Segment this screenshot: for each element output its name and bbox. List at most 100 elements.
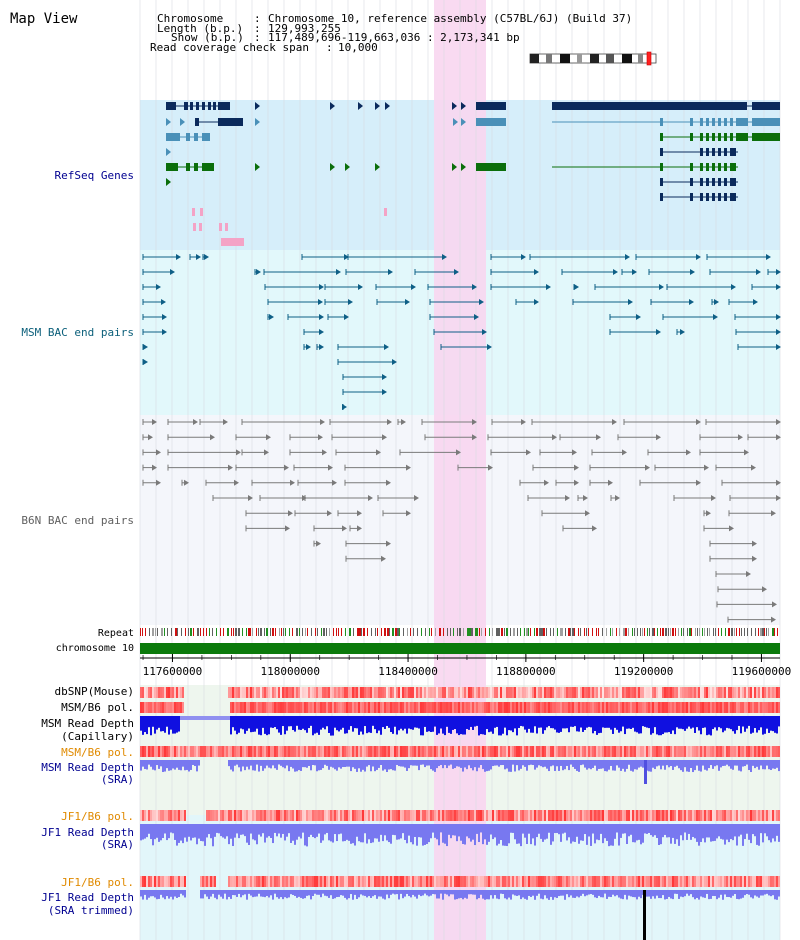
show-label: Show (b.p.) <box>171 31 244 44</box>
msm-bac-label: MSM BAC end pairs <box>21 326 134 339</box>
gene-arrow <box>255 163 260 171</box>
msm-bac-pair <box>142 254 181 260</box>
msm-bac-pair <box>142 284 161 290</box>
b6n-bac-pair <box>382 510 411 517</box>
msm-bac-pair <box>490 284 551 290</box>
msm-bac-pair <box>490 254 526 260</box>
msm-bac-pair <box>666 284 736 290</box>
msm-bac-pair <box>327 314 349 320</box>
gene-model <box>476 163 506 171</box>
b6n-bac-pair <box>699 449 749 456</box>
msm-bac-pair <box>375 284 416 290</box>
msm-bac-pair <box>709 269 761 275</box>
b6n-bac-pair <box>142 464 157 471</box>
b6n-bac-pair <box>344 464 411 471</box>
msm-bac-pair <box>342 404 347 410</box>
msm-bac-pair <box>142 359 148 365</box>
b6n-bac-pair <box>728 510 776 517</box>
b6n-bac-pair <box>703 525 734 532</box>
msm-bac-pair <box>267 299 323 305</box>
gene-model <box>166 163 214 171</box>
msm-bac-pair <box>142 344 148 350</box>
jf1-depth-trimmed-sub: (SRA trimmed) <box>48 904 134 917</box>
gene-arrow <box>166 178 171 186</box>
b6n-bac-pair <box>562 525 597 532</box>
msm-bac-pair <box>429 299 484 305</box>
chromosome-track-label: chromosome 10 <box>56 643 134 654</box>
axis-tick-labels: 117600000 118000000 118400000 118800000 1192… <box>143 665 792 678</box>
pink-feature <box>219 223 222 231</box>
msm-bac-pair <box>711 299 719 305</box>
msm-pol-label-2: MSM/B6 pol. <box>61 746 134 759</box>
b6n-bac-pair <box>235 464 289 471</box>
msm-bac-pair <box>142 299 166 305</box>
msm-bac-pair <box>345 269 393 275</box>
axis-tick-label: 117600000 <box>143 665 203 678</box>
axis-tick-label: 119200000 <box>614 665 674 678</box>
gene-model <box>552 118 780 126</box>
msm-bac-pair <box>751 284 781 290</box>
b6n-bac-pair <box>345 540 391 547</box>
refseq-genes-track[interactable] <box>166 102 780 246</box>
b6n-bac-pair <box>181 479 189 486</box>
b6n-bac-pair <box>747 434 781 441</box>
chromosome-ideogram[interactable] <box>529 51 657 66</box>
b6n-bac-pair <box>490 449 531 456</box>
show-value: 117,489,696-119,663,036 : 2,173,341 bp <box>268 31 520 44</box>
b6n-bac-pair <box>331 434 387 441</box>
msm-bac-pair <box>529 254 630 260</box>
b6n-bac-pair <box>539 449 577 456</box>
msm-bac-pair <box>301 254 349 260</box>
msm-bac-pair <box>735 329 781 335</box>
b6n-bac-pair <box>717 586 767 593</box>
pink-feature <box>200 208 203 216</box>
b6n-bac-pair <box>344 479 391 486</box>
b6n-bac-pair <box>721 479 781 486</box>
b6n-bac-pair <box>235 434 271 441</box>
b6n-bac-pair <box>519 479 549 486</box>
b6n-bac-pair <box>491 419 526 425</box>
jf1-depth-trimmed-label: JF1 Read Depth <box>41 891 134 904</box>
b6n-bac-pair <box>532 464 579 471</box>
b6n-bac-pair <box>245 525 290 532</box>
gene-arrow <box>375 102 380 110</box>
page-title: Map View <box>10 11 78 27</box>
b6n-bac-pair <box>709 555 757 562</box>
axis-tick-label: 119600000 <box>732 665 792 678</box>
b6n-bac-pair <box>241 419 325 425</box>
b6n-bac-pair <box>527 495 570 501</box>
axis-tick-label: 118800000 <box>496 665 556 678</box>
msm-depth-sra-sub: (SRA) <box>101 773 134 786</box>
msm-bac-pair <box>737 344 781 350</box>
msm-bac-pair <box>342 374 387 380</box>
gene-arrow <box>166 118 171 126</box>
b6n-bac-pair <box>729 495 781 501</box>
b6n-bac-pair <box>377 495 419 501</box>
msm-bac-pair <box>303 329 324 335</box>
b6n-bac-track[interactable] <box>142 419 781 623</box>
b6n-bac-pair <box>589 479 613 486</box>
msm-bac-track[interactable] <box>142 254 781 410</box>
msm-bac-pair <box>264 284 324 290</box>
b6n-bac-pair <box>647 449 691 456</box>
msm-bac-pair <box>189 254 201 260</box>
b6n-bac-pair <box>294 510 332 517</box>
b6n-bac-pair <box>167 419 198 425</box>
b6n-bac-pair <box>703 510 711 517</box>
b6n-bac-pair <box>337 510 362 517</box>
sep: : <box>254 31 261 44</box>
gene-arrow <box>452 163 457 171</box>
length-value: 129,993,255 <box>268 22 341 35</box>
msm-bac-pair <box>515 299 539 305</box>
msm-bac-pair <box>337 344 389 350</box>
gene-arrow <box>166 148 171 156</box>
sep: : <box>326 41 333 54</box>
msm-bac-pair <box>347 254 447 260</box>
gene-model <box>552 102 780 110</box>
gene-model <box>166 133 210 141</box>
gene-arrow <box>345 163 350 171</box>
gene-arrow <box>452 102 457 110</box>
b6n-bac-pair <box>705 419 781 425</box>
msm-bac-pair <box>427 284 477 290</box>
